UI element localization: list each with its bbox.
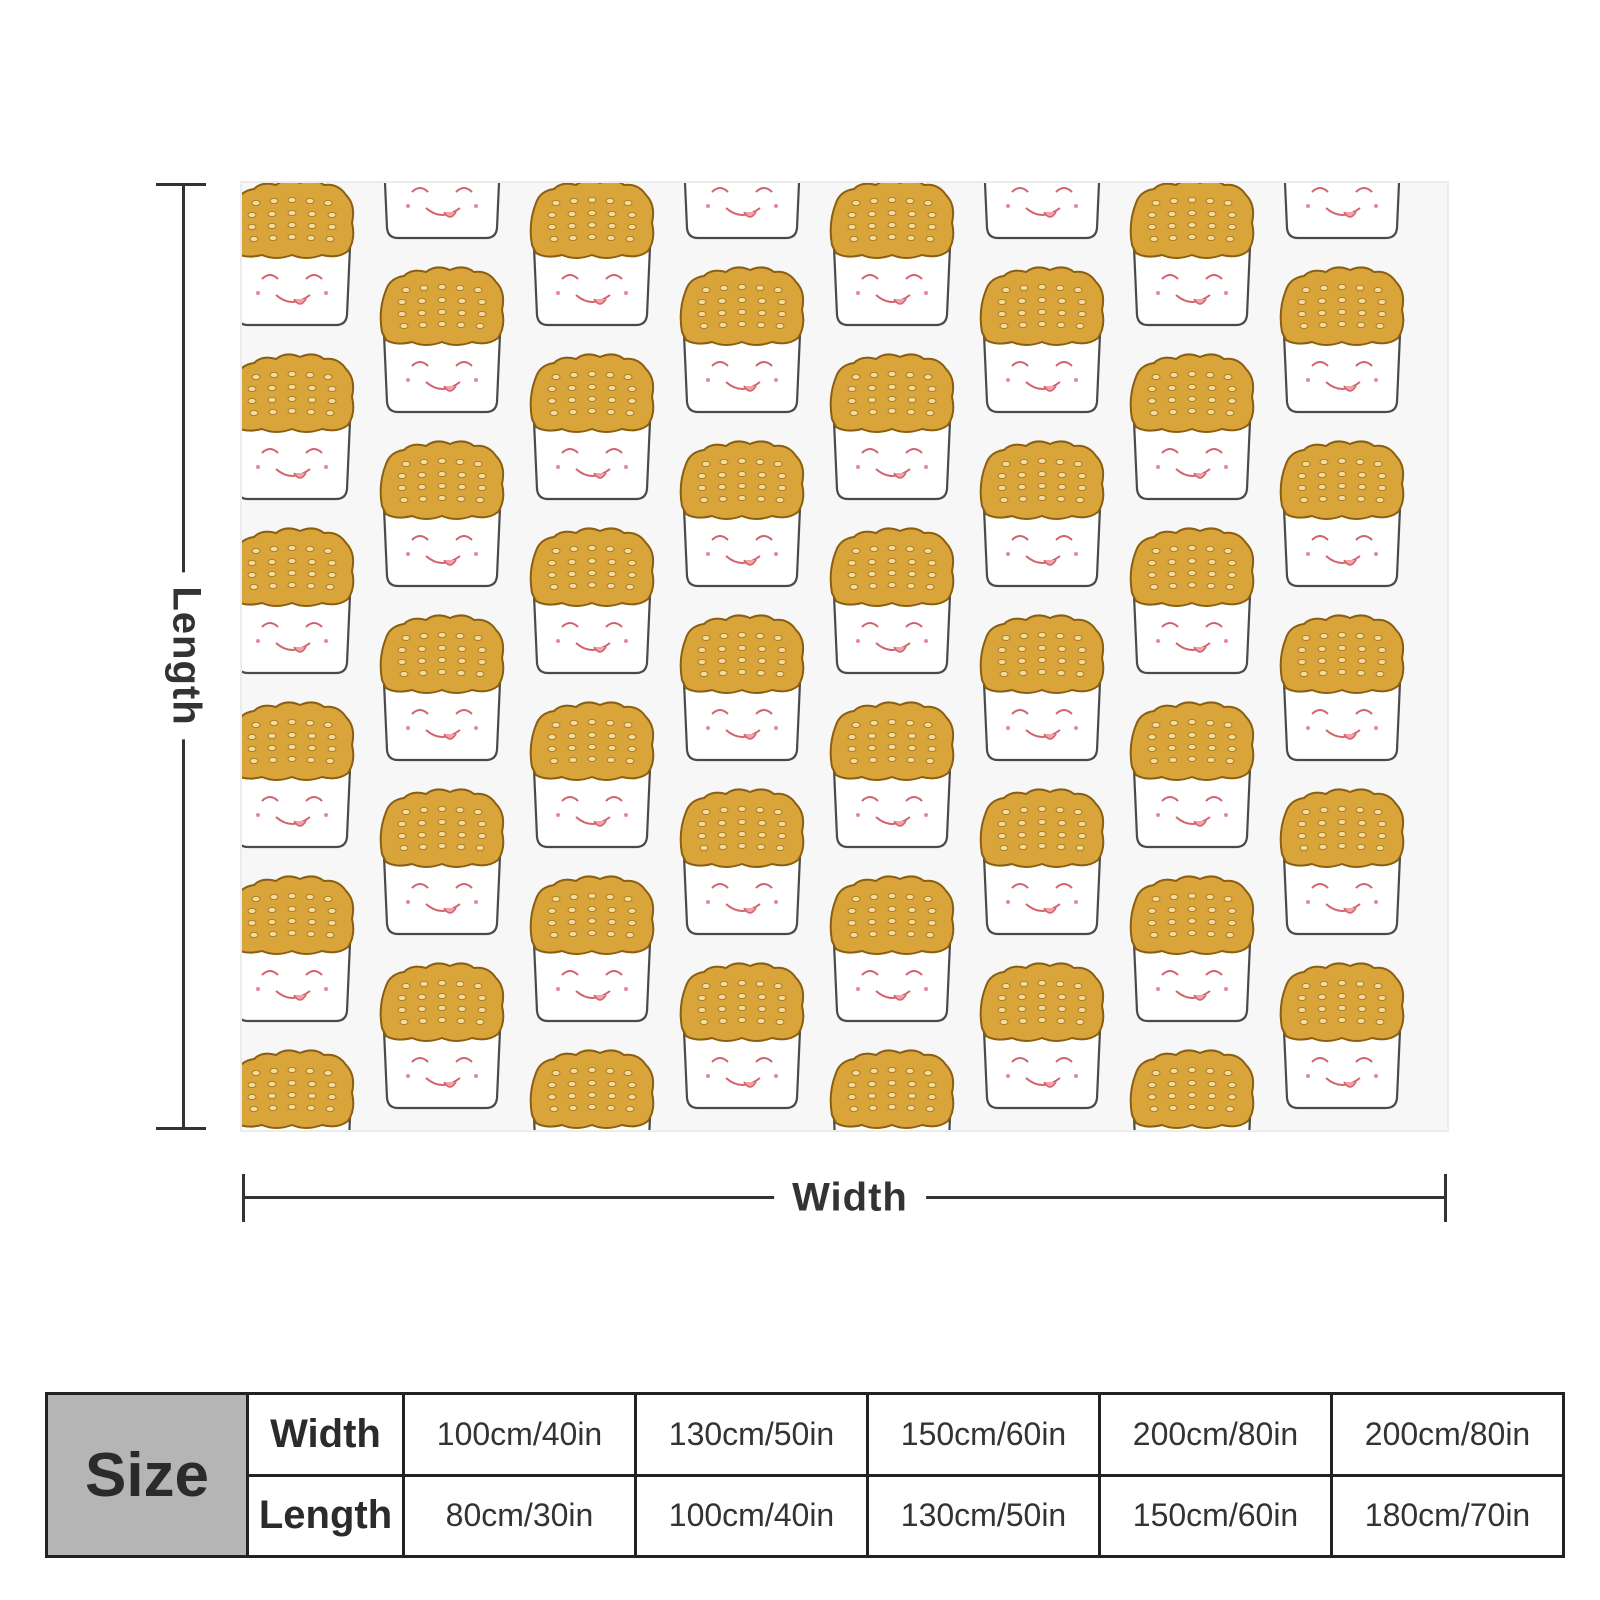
- fries-box-icon: [242, 1049, 355, 1130]
- fries-box-icon: [379, 440, 505, 588]
- fries-box-icon: [1129, 701, 1255, 849]
- size-table: Size Width 100cm/40in 130cm/50in 150cm/6…: [45, 1392, 1565, 1558]
- length-row-label: Length: [246, 1473, 405, 1558]
- fries-box-icon: [829, 701, 955, 849]
- fries-box-icon: [1129, 353, 1255, 501]
- fries-box-icon: [1279, 183, 1405, 240]
- size-cell: 150cm/60in: [866, 1392, 1101, 1477]
- width-label: Width: [774, 1175, 926, 1221]
- fries-box-icon: [679, 183, 805, 240]
- fries-box-icon: [829, 353, 955, 501]
- length-label: Length: [163, 572, 209, 740]
- width-row-label: Width: [246, 1392, 405, 1477]
- size-row-length: Length 80cm/30in 100cm/40in 130cm/50in 1…: [47, 1473, 1565, 1558]
- fries-box-icon: [529, 875, 655, 1023]
- fries-box-icon: [829, 527, 955, 675]
- size-cell: 130cm/50in: [634, 1392, 869, 1477]
- length-top-tick: [156, 183, 206, 186]
- fries-box-icon: [1129, 875, 1255, 1023]
- fries-box-icon: [1279, 614, 1405, 762]
- fries-box-icon: [242, 183, 355, 327]
- fries-box-icon: [1279, 440, 1405, 588]
- fries-box-icon: [529, 183, 655, 327]
- fries-box-icon: [379, 266, 505, 414]
- fries-box-icon: [679, 614, 805, 762]
- fries-box-icon: [529, 1049, 655, 1130]
- fries-box-icon: [1129, 1049, 1255, 1130]
- fries-box-icon: [979, 614, 1105, 762]
- size-cell: 200cm/80in: [1330, 1392, 1565, 1477]
- size-cell: 100cm/40in: [402, 1392, 637, 1477]
- fries-box-icon: [829, 183, 955, 327]
- size-cell: 80cm/30in: [402, 1473, 637, 1558]
- size-cell: 150cm/60in: [1098, 1473, 1333, 1558]
- fries-box-icon: [1129, 183, 1255, 327]
- fries-pattern-layer: [242, 183, 1405, 1130]
- fries-box-icon: [242, 875, 355, 1023]
- size-cell: 200cm/80in: [1098, 1392, 1333, 1477]
- size-row-width: Size Width 100cm/40in 130cm/50in 150cm/6…: [45, 1392, 1565, 1558]
- size-cell: 180cm/70in: [1330, 1473, 1565, 1558]
- fries-box-icon: [242, 527, 355, 675]
- fries-box-icon: [242, 353, 355, 501]
- fries-box-icon: [379, 962, 505, 1110]
- size-header: Size: [45, 1392, 249, 1558]
- fries-box-icon: [679, 962, 805, 1110]
- size-cell: 100cm/40in: [634, 1473, 869, 1558]
- fries-box-icon: [979, 183, 1105, 240]
- fries-box-icon: [529, 527, 655, 675]
- fries-box-icon: [1129, 527, 1255, 675]
- fries-box-icon: [1279, 266, 1405, 414]
- length-bottom-tick: [156, 1127, 206, 1130]
- fries-box-icon: [979, 962, 1105, 1110]
- fries-box-icon: [979, 440, 1105, 588]
- fries-box-icon: [1279, 788, 1405, 936]
- size-cell: 130cm/50in: [866, 1473, 1101, 1558]
- width-left-tick: [242, 1174, 245, 1222]
- fries-box-icon: [679, 266, 805, 414]
- blanket-pattern-image: [242, 183, 1447, 1130]
- fries-pattern-svg: [242, 183, 1405, 1130]
- fries-box-icon: [242, 701, 355, 849]
- fries-box-icon: [379, 614, 505, 762]
- fries-box-icon: [979, 266, 1105, 414]
- fries-box-icon: [529, 701, 655, 849]
- fries-box-icon: [829, 875, 955, 1023]
- fries-box-icon: [1279, 962, 1405, 1110]
- fries-box-icon: [379, 183, 505, 240]
- fries-box-icon: [529, 353, 655, 501]
- fries-box-icon: [829, 1049, 955, 1130]
- width-right-tick: [1444, 1174, 1447, 1222]
- fries-box-icon: [679, 788, 805, 936]
- fries-box-icon: [679, 440, 805, 588]
- fries-box-icon: [979, 788, 1105, 936]
- fries-box-icon: [379, 788, 505, 936]
